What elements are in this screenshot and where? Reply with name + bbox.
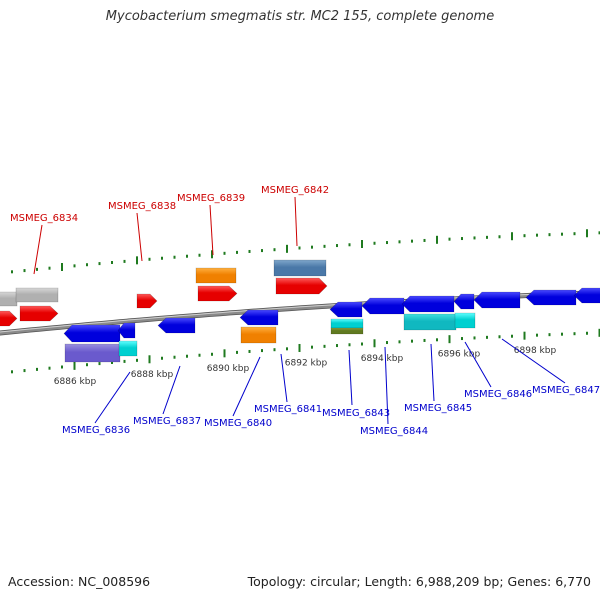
gene-label-reverse: MSMEG_6844 (360, 426, 428, 437)
scale-label: 6892 kbp (285, 359, 328, 369)
gene-feature (330, 327, 364, 335)
gene-leader-line (348, 349, 353, 406)
scale-label: 6894 kbp (361, 354, 404, 364)
gene-leader-line (294, 196, 298, 247)
genome-summary: Topology: circular; Length: 6,988,209 bp… (247, 574, 591, 589)
gene-feature (403, 313, 457, 331)
gene-feature (118, 340, 138, 357)
gene-leader-line (430, 343, 435, 402)
gene-feature (63, 324, 121, 343)
gene-feature (401, 295, 455, 313)
scale-label: 6888 kbp (131, 370, 174, 380)
gene-label-reverse: MSMEG_6845 (404, 403, 472, 414)
gene-leader-line (94, 371, 131, 424)
gene-feature (453, 293, 475, 310)
gene-feature (330, 318, 364, 329)
scale-label: 6890 kbp (207, 364, 250, 374)
gene-label-forward: MSMEG_6839 (177, 193, 245, 204)
scale-label: 6886 kbp (54, 377, 97, 387)
gene-feature (361, 297, 405, 315)
genome-title: Mycobacterium smegmatis str. MC2 155, co… (105, 9, 495, 24)
gene-feature (275, 277, 328, 295)
gene-label-reverse: MSMEG_6847 (532, 385, 600, 396)
gene-feature (273, 259, 327, 277)
gene-label-reverse: MSMEG_6840 (204, 418, 272, 429)
gene-feature (573, 287, 600, 304)
gene-leader-line (209, 204, 214, 256)
gene-feature (473, 291, 521, 309)
gene-leader-line (33, 224, 43, 275)
gene-label-forward: MSMEG_6838 (108, 201, 176, 212)
gene-leader-line (232, 356, 261, 417)
scale-label: 6896 kbp (438, 350, 481, 360)
gene-feature (240, 326, 277, 344)
gene-feature (197, 285, 238, 302)
gene-label-forward: MSMEG_6834 (10, 213, 78, 224)
gene-feature (454, 312, 476, 329)
gene-feature (329, 301, 363, 318)
gene-leader-line (162, 365, 181, 415)
gene-feature (136, 293, 158, 309)
gene-feature (239, 309, 279, 326)
gene-leader-line (384, 346, 389, 425)
gene-leader-line (501, 338, 566, 384)
gene-feature (157, 317, 196, 334)
gene-feature (0, 291, 18, 307)
gene-label-forward: MSMEG_6842 (261, 185, 329, 196)
gene-leader-line (464, 341, 492, 388)
gene-label-reverse: MSMEG_6836 (62, 425, 130, 436)
gene-feature (525, 289, 577, 306)
gene-label-reverse: MSMEG_6841 (254, 404, 322, 415)
gene-label-reverse: MSMEG_6837 (133, 416, 201, 427)
gene-feature (117, 322, 136, 339)
accession-text: Accession: NC_008596 (8, 574, 151, 589)
gene-feature (19, 305, 59, 322)
gene-label-reverse: MSMEG_6843 (322, 408, 390, 419)
gene-feature (64, 343, 121, 363)
gene-feature (0, 310, 18, 327)
gene-feature (195, 267, 237, 284)
gene-leader-line (280, 353, 288, 403)
gene-feature (15, 287, 59, 303)
gene-leader-line (136, 212, 143, 262)
scale-label: 6898 kbp (514, 346, 557, 356)
gene-label-reverse: MSMEG_6846 (464, 389, 532, 400)
